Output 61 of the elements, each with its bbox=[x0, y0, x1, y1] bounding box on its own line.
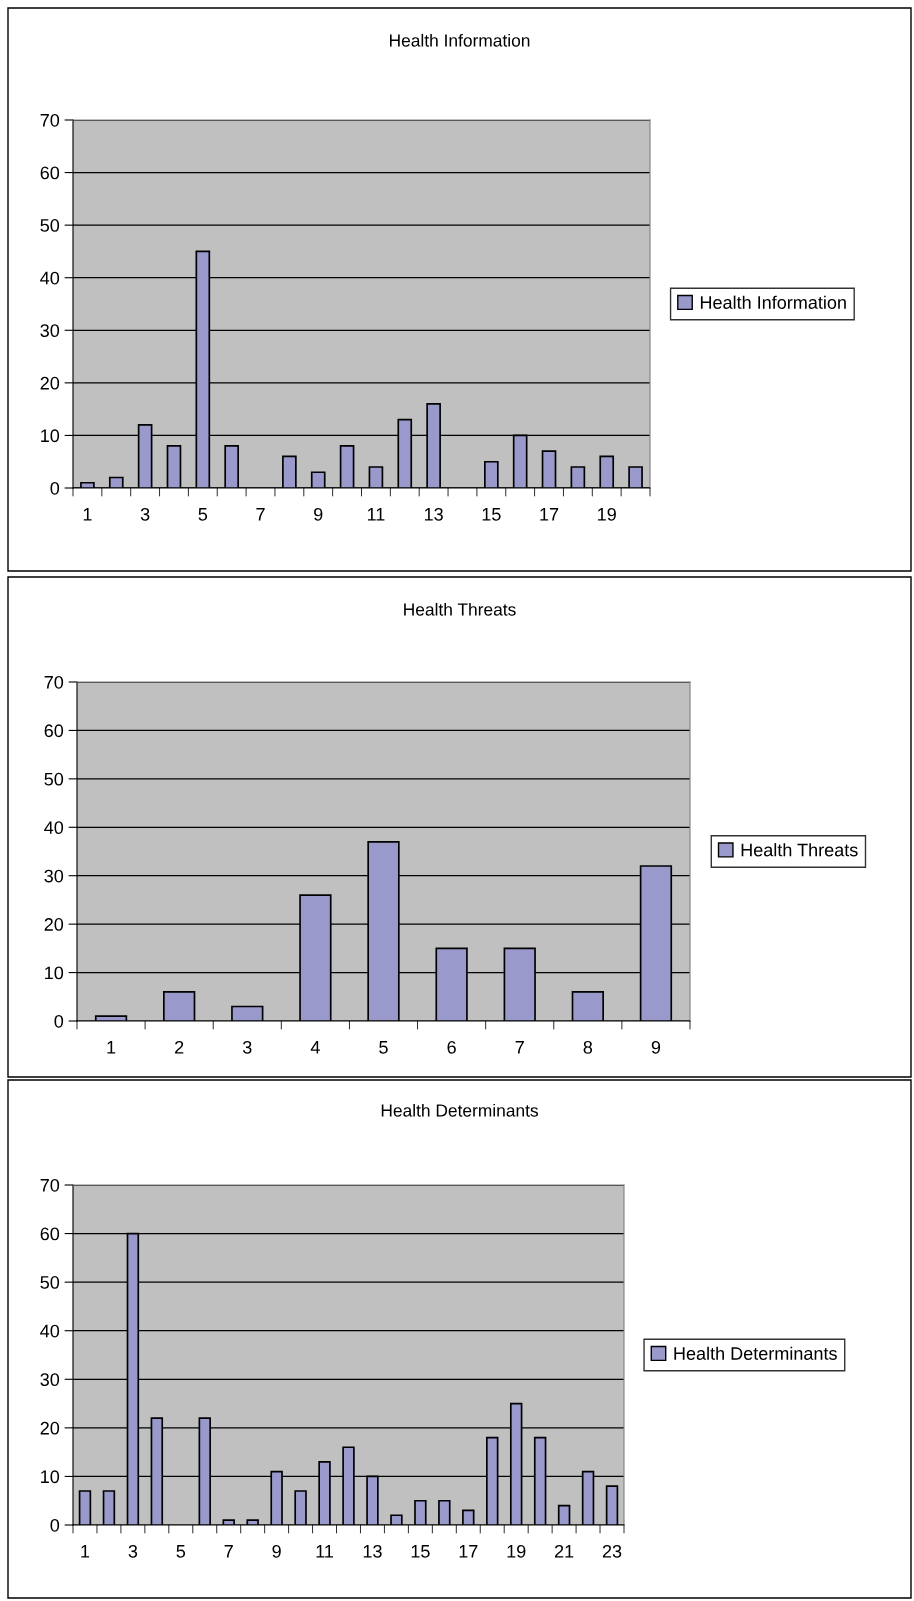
y-tick-label: 50 bbox=[40, 219, 60, 232]
y-tick-label: 60 bbox=[40, 166, 60, 180]
y-tick-label: 10 bbox=[41, 1470, 60, 1484]
y-tick-label: 70 bbox=[40, 113, 60, 127]
x-tick-label: 19 bbox=[598, 507, 616, 521]
y-tick-label: 70 bbox=[40, 1178, 60, 1192]
y-tick-label: 30 bbox=[40, 1373, 60, 1387]
x-tick-label: 1 bbox=[81, 1545, 90, 1558]
x-tick-label: 6 bbox=[447, 1040, 456, 1054]
x-tick-label: 2 bbox=[175, 1040, 184, 1054]
x-tick-label: 9 bbox=[272, 1544, 281, 1558]
x-tick-label: 7 bbox=[224, 1545, 233, 1558]
chart-title: Health Determinants bbox=[381, 1103, 538, 1117]
x-tick-label: 13 bbox=[424, 507, 443, 521]
x-tick-label: 15 bbox=[482, 508, 501, 521]
x-tick-label: 1 bbox=[107, 1041, 116, 1054]
x-tick-label: 5 bbox=[379, 1041, 388, 1054]
x-tick-label: 11 bbox=[367, 508, 385, 521]
x-tick-label: 7 bbox=[515, 1041, 524, 1054]
legend-label: Health Information bbox=[700, 295, 846, 309]
x-tick-label: 1 bbox=[83, 508, 92, 521]
x-tick-label: 3 bbox=[242, 1040, 252, 1054]
y-tick-label: 40 bbox=[40, 1324, 60, 1338]
x-tick-label: 19 bbox=[507, 1544, 526, 1558]
y-tick-label: 20 bbox=[40, 376, 60, 390]
y-tick-label: 0 bbox=[54, 1014, 64, 1028]
x-tick-label: 23 bbox=[602, 1544, 622, 1558]
y-tick-label: 0 bbox=[50, 481, 60, 495]
x-tick-label: 13 bbox=[363, 1544, 382, 1558]
legend-label: Health Determinants bbox=[674, 1346, 837, 1360]
y-tick-label: 20 bbox=[40, 1421, 60, 1435]
y-tick-label: 60 bbox=[44, 724, 64, 738]
chart-title: Health Information bbox=[390, 33, 530, 47]
y-tick-label: 40 bbox=[40, 271, 60, 285]
x-tick-label: 15 bbox=[411, 1545, 430, 1558]
y-tick-label: 40 bbox=[44, 821, 64, 835]
x-tick-label: 17 bbox=[459, 1545, 478, 1558]
y-tick-label: 30 bbox=[40, 324, 60, 338]
x-tick-label: 5 bbox=[176, 1545, 186, 1558]
x-tick-label: 3 bbox=[128, 1544, 138, 1558]
y-tick-label: 10 bbox=[45, 966, 64, 980]
x-tick-label: 9 bbox=[651, 1040, 661, 1054]
x-tick-label: 21 bbox=[554, 1544, 574, 1558]
x-tick-label: 17 bbox=[540, 508, 559, 521]
chart-title: Health Threats bbox=[404, 602, 516, 616]
x-tick-label: 9 bbox=[314, 507, 323, 521]
y-tick-label: 30 bbox=[44, 869, 64, 883]
y-tick-label: 0 bbox=[50, 1518, 60, 1532]
x-tick-label: 7 bbox=[256, 508, 265, 521]
x-tick-label: 8 bbox=[583, 1040, 593, 1054]
y-tick-label: 50 bbox=[44, 772, 64, 786]
y-tick-label: 70 bbox=[44, 675, 64, 689]
y-tick-label: 20 bbox=[44, 918, 64, 931]
x-tick-label: 5 bbox=[198, 508, 208, 521]
y-tick-label: 10 bbox=[41, 429, 60, 443]
x-tick-label: 3 bbox=[140, 507, 150, 521]
legend-label: Health Threats bbox=[741, 843, 858, 857]
x-tick-label: 11 bbox=[316, 1545, 334, 1558]
x-tick-label: 4 bbox=[310, 1041, 320, 1054]
y-tick-label: 50 bbox=[40, 1276, 60, 1289]
y-tick-label: 60 bbox=[40, 1227, 60, 1241]
